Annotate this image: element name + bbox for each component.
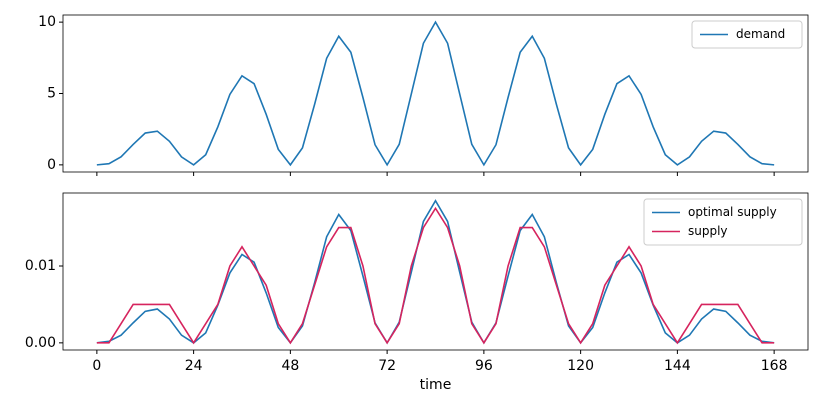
x-axis-label: time (420, 377, 452, 393)
legend-box (691, 20, 803, 49)
legend: demand (691, 20, 803, 49)
x-tick-label: 24 (185, 358, 203, 374)
legend-label: optimal supply (688, 205, 777, 219)
legend-label: demand (736, 27, 785, 41)
legend-box (643, 198, 803, 246)
series-line (96, 20, 775, 167)
subplot: 0.00 0.01 0 24 48 72 96 120 144 168 time optimal su… (25, 192, 809, 393)
legend-label: supply (688, 224, 728, 238)
series-line (96, 199, 775, 345)
y-tick-label: 0.01 (25, 258, 56, 274)
legend: optimal supply supply (643, 198, 803, 246)
subplot: 0 5 10 demand (38, 14, 809, 176)
series-line (96, 206, 775, 345)
x-tick-label: 168 (761, 358, 788, 374)
x-tick-label: 144 (664, 358, 691, 374)
y-tick-label: 5 (47, 86, 56, 102)
y-tick-label: 10 (38, 14, 56, 30)
x-tick-label: 72 (378, 358, 396, 374)
y-tick-label: 0.00 (25, 335, 56, 351)
y-tick-label: 0 (47, 157, 56, 173)
x-tick-label: 120 (567, 358, 594, 374)
x-tick-label: 0 (92, 358, 101, 374)
axes-frame (62, 192, 809, 351)
x-tick-label: 96 (475, 358, 493, 374)
x-tick-label: 48 (281, 358, 299, 374)
